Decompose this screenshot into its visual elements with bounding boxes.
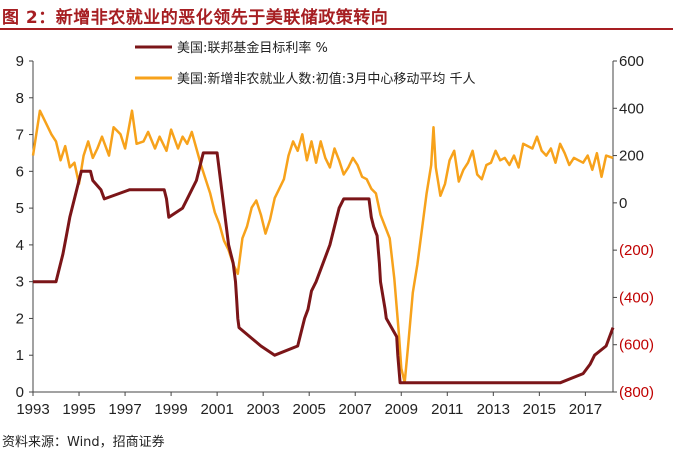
chart-legend: 美国:联邦基金目标利率 % 美国:新增非农就业人数:初值:3月中心移动平均 千人 — [135, 40, 476, 87]
y-right-tick-label: 0 — [619, 195, 627, 212]
y-right-tick-label: (400) — [619, 289, 654, 306]
y-left-tick-label: 7 — [16, 127, 24, 144]
x-tick-label: 2011 — [431, 401, 463, 418]
x-tick-label: 2001 — [200, 401, 233, 418]
y-right-tick-label: (600) — [619, 337, 654, 354]
y-left-tick-label: 9 — [16, 53, 24, 70]
x-tick-label: 2009 — [385, 401, 418, 418]
x-tick-label: 1999 — [154, 401, 187, 418]
y-left-tick-label: 1 — [16, 347, 24, 364]
y-left-tick-label: 4 — [16, 237, 24, 254]
y-right-tick-label: (200) — [619, 242, 654, 259]
x-tick-label: 1995 — [62, 401, 95, 418]
y-right-tick-label: 200 — [619, 148, 644, 165]
x-tick-label: 2007 — [339, 401, 372, 418]
x-tick-label: 2017 — [569, 401, 602, 418]
x-tick-label: 2015 — [523, 401, 556, 418]
y-left-tick-label: 5 — [16, 200, 24, 217]
x-tick-label: 2005 — [293, 401, 326, 418]
series-line-payrolls — [31, 109, 614, 384]
y-left-tick-label: 3 — [16, 274, 24, 291]
y-right-tick-label: (800) — [619, 384, 654, 401]
y-left-tick-label: 8 — [16, 90, 24, 107]
x-tick-label: 2003 — [246, 401, 279, 418]
y-left-tick-label: 2 — [16, 310, 24, 327]
figure-title-bar: 图 2：新增非农就业的恶化领先于美联储政策转向 — [0, 0, 673, 30]
y-right-tick-label: 600 — [619, 53, 644, 70]
y-left-tick-label: 0 — [16, 384, 24, 401]
y-right-tick-label: 400 — [619, 100, 644, 117]
x-tick-label: 1997 — [108, 401, 141, 418]
series-line-fed-rate — [33, 151, 615, 385]
figure-source: 资料来源：Wind，招商证券 — [2, 435, 165, 450]
x-tick-label: 2013 — [477, 401, 510, 418]
chart-series — [31, 109, 615, 385]
legend-label-payrolls: 美国:新增非农就业人数:初值:3月中心移动平均 千人 — [177, 71, 476, 87]
chart-axes: 0 1 2 3 4 5 6 7 8 9 600 400 200 0 (200) (400) (600) (800)… — [16, 53, 654, 418]
figure-title: 图 2：新增非农就业的恶化领先于美联储政策转向 — [2, 8, 389, 28]
legend-label-fed-rate: 美国:联邦基金目标利率 % — [177, 40, 328, 56]
y-left-tick-label: 6 — [16, 163, 24, 180]
x-tick-label: 1993 — [16, 401, 49, 418]
